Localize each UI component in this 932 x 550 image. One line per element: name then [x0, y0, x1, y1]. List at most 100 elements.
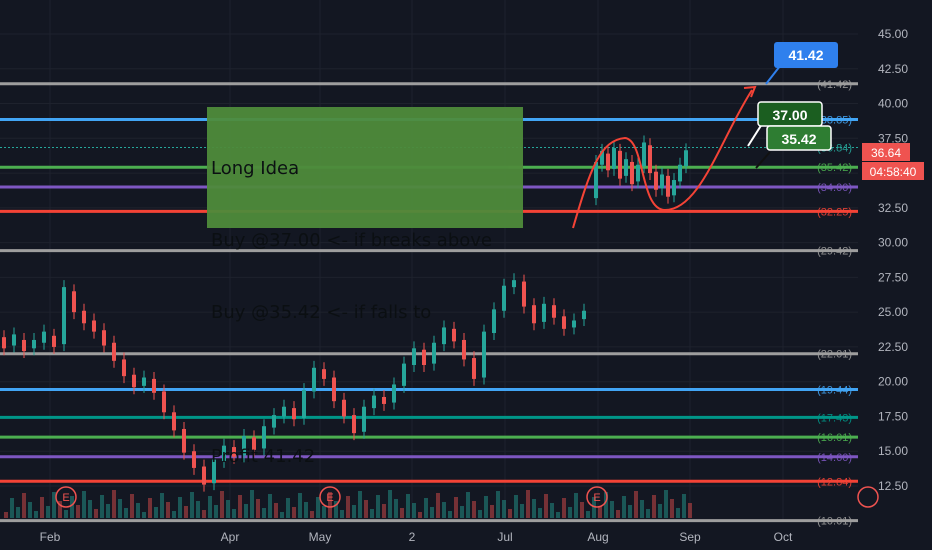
- volume-bar: [328, 492, 332, 518]
- volume-bar: [676, 508, 680, 518]
- volume-bar: [490, 505, 494, 518]
- candle-body: [232, 447, 236, 457]
- candle-body: [62, 287, 66, 345]
- candle-body: [182, 428, 186, 453]
- candle-body: [512, 280, 516, 288]
- candle-body: [212, 459, 216, 484]
- volume-bar: [508, 509, 512, 518]
- volume-bar: [568, 507, 572, 518]
- volume-bar: [634, 491, 638, 518]
- volume-bar: [190, 492, 194, 518]
- candle-body: [642, 142, 646, 167]
- price-tick-label: 25.00: [878, 305, 908, 319]
- volume-bar: [622, 496, 626, 518]
- volume-bar: [166, 502, 170, 518]
- volume-bar: [256, 499, 260, 518]
- candle-body: [542, 303, 546, 322]
- volume-bar: [412, 503, 416, 518]
- note-line-3: Buy @35.42 <- if falls to: [211, 302, 432, 323]
- candle-body: [2, 337, 6, 349]
- volume-bar: [70, 496, 74, 518]
- candle-body: [492, 309, 496, 334]
- level-label: (32.25): [817, 206, 852, 218]
- candle-body: [202, 466, 206, 485]
- volume-bar: [202, 510, 206, 518]
- volume-bar: [448, 511, 452, 518]
- candle-body: [172, 412, 176, 431]
- volume-bar: [280, 512, 284, 518]
- level-label: (14.60): [817, 452, 852, 464]
- candle-body: [12, 334, 16, 346]
- candle-body: [242, 435, 246, 456]
- candle-body: [372, 395, 376, 409]
- time-axis: Feb Apr May 2 Jul Aug Sep Oct: [40, 530, 793, 544]
- volume-bar: [112, 490, 116, 518]
- volume-bar: [274, 503, 278, 518]
- candle-body: [482, 331, 486, 378]
- volume-bar: [334, 501, 338, 518]
- candle-body: [272, 415, 276, 428]
- volume-bar: [58, 501, 62, 518]
- candle-body: [522, 281, 526, 307]
- earnings-label: E: [326, 492, 333, 504]
- volume-bar: [652, 495, 656, 518]
- candle-body: [666, 175, 670, 197]
- candle-body: [432, 342, 436, 364]
- volume-bar: [76, 505, 80, 518]
- candle-body: [572, 320, 576, 328]
- candle-body: [472, 358, 476, 379]
- price-tick-label: 32.50: [878, 201, 908, 215]
- price-tick-label: 30.00: [878, 236, 908, 250]
- volume-bar: [298, 493, 302, 518]
- volume-bar: [124, 508, 128, 518]
- volume-bar: [430, 507, 434, 518]
- volume-bar: [268, 494, 272, 518]
- time-tick-label: May: [309, 530, 332, 544]
- earnings-icon: [55, 486, 77, 508]
- candle-body: [32, 339, 36, 349]
- volume-bar: [544, 494, 548, 518]
- volume-bar: [22, 493, 26, 518]
- volume-bar: [214, 505, 218, 518]
- volume-bars: [4, 490, 692, 518]
- candle-body: [660, 174, 664, 189]
- volume-bar: [178, 497, 182, 518]
- volume-bar: [46, 506, 50, 518]
- entry-break-callout[interactable]: 37.00: [757, 101, 823, 127]
- volume-bar: [136, 503, 140, 518]
- earnings-label: E: [593, 492, 600, 504]
- price-tick-label: 40.00: [878, 97, 908, 111]
- candle-body: [332, 377, 336, 402]
- trade-idea-note[interactable]: Long Idea Buy @37.00 <- if breaks above …: [207, 107, 523, 467]
- earnings-icon: [586, 486, 608, 508]
- volume-bar: [4, 512, 8, 518]
- entry-dip-callout[interactable]: 35.42: [766, 125, 832, 151]
- candle-body: [648, 145, 652, 174]
- price-tick-label: 17.50: [878, 409, 908, 423]
- volume-bar: [550, 503, 554, 518]
- arrow-head: [743, 85, 757, 98]
- earnings-label: E: [62, 492, 69, 504]
- candle-body: [412, 348, 416, 366]
- target-callout[interactable]: 41.42: [774, 42, 838, 68]
- candle-body: [292, 408, 296, 420]
- volume-bar: [580, 502, 584, 518]
- time-tick-label: Feb: [40, 530, 61, 544]
- candle-body: [582, 310, 586, 320]
- volume-bar: [640, 500, 644, 518]
- volume-bar: [40, 497, 44, 518]
- volume-bar: [556, 512, 560, 518]
- volume-bar: [304, 502, 308, 518]
- volume-bar: [496, 491, 500, 518]
- note-line-4: [211, 373, 523, 397]
- earnings-icon: [857, 486, 879, 508]
- callout-pointer-target: [765, 65, 781, 85]
- candle-body: [618, 150, 622, 179]
- countdown-text: 04:58:40: [870, 165, 917, 179]
- volume-bar: [502, 500, 506, 518]
- volume-bar: [364, 500, 368, 518]
- volume-bar: [184, 506, 188, 518]
- price-axis-bg: [860, 0, 932, 520]
- volume-bar: [346, 496, 350, 518]
